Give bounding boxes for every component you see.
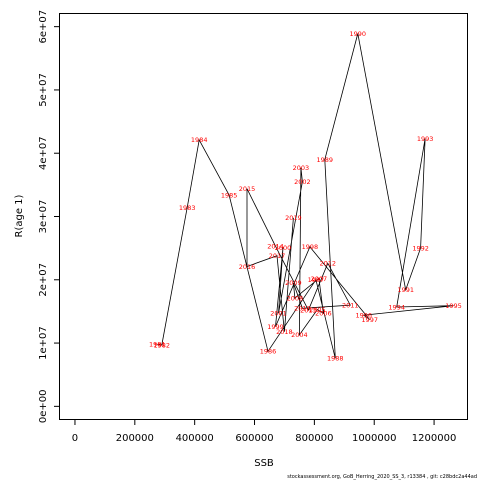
- point-label-1995: 1995: [445, 302, 462, 310]
- y-tick-label: 2e+07: [38, 263, 49, 297]
- point-label-2001: 2001: [270, 310, 287, 318]
- point-label-1997: 1997: [361, 316, 378, 324]
- point-label-2005: 2005: [309, 306, 326, 314]
- point-label-1981: 1981: [149, 341, 166, 349]
- point-label-1989: 1989: [317, 156, 334, 164]
- point-label-2002: 2002: [294, 178, 311, 186]
- x-tick-label: 1000000: [352, 433, 397, 444]
- point-label-2011: 2011: [342, 301, 359, 309]
- y-tick-label: 6e+07: [38, 10, 49, 44]
- point-label-1987: 1987: [308, 276, 325, 284]
- point-label-2017: 2017: [269, 252, 286, 260]
- x-tick-label: 0: [72, 433, 78, 444]
- point-label-2003: 2003: [293, 164, 310, 172]
- x-axis: 0 200000 400000 600000 800000 1000000 1200000: [72, 419, 457, 444]
- series-lines: [157, 33, 454, 359]
- point-label-2009: 2009: [285, 279, 302, 287]
- x-tick-label: 600000: [235, 433, 273, 444]
- point-label-2018: 2018: [276, 328, 293, 336]
- point-label-2010: 2010: [294, 305, 311, 313]
- point-label-1984: 1984: [191, 136, 208, 144]
- x-tick-label: 200000: [116, 433, 154, 444]
- point-label-1994: 1994: [388, 303, 405, 311]
- x-axis-title: SSB: [254, 458, 274, 469]
- point-label-1990: 1990: [350, 30, 367, 38]
- point-label-2014: 2014: [267, 243, 284, 251]
- y-tick-label: 3e+07: [38, 200, 49, 234]
- point-label-2007: 2007: [311, 275, 328, 283]
- x-tick-label: 800000: [295, 433, 333, 444]
- point-label-1996: 1996: [356, 312, 373, 320]
- y-tick-label: 0e+00: [38, 390, 49, 424]
- y-tick-label: 1e+07: [38, 326, 49, 360]
- point-label-1982: 1982: [154, 341, 171, 349]
- point-label-2012: 2012: [320, 260, 337, 268]
- point-label-1985: 1985: [221, 191, 238, 199]
- point-label-2015: 2015: [239, 185, 256, 193]
- point-label-2016: 2016: [239, 263, 256, 271]
- point-label-1999: 1999: [267, 323, 284, 331]
- sr-trajectory-line: [157, 33, 454, 359]
- point-label-1993: 1993: [417, 135, 434, 143]
- point-label-1983: 1983: [179, 204, 196, 212]
- y-tick-label: 4e+07: [38, 136, 49, 170]
- point-label-2019: 2019: [285, 214, 302, 222]
- point-label-1988: 1988: [327, 355, 344, 363]
- x-tick-label: 400000: [176, 433, 214, 444]
- point-label-2008: 2008: [287, 294, 304, 302]
- point-label-2004: 2004: [291, 331, 308, 339]
- y-axis-title: R(age 1): [14, 194, 25, 237]
- point-label-1991: 1991: [397, 286, 414, 294]
- point-label-1998: 1998: [302, 243, 319, 251]
- point-label-1992: 1992: [412, 244, 429, 252]
- y-axis: 0e+00 1e+07 2e+07 3e+07 4e+07 5e+07 6e+07: [38, 10, 60, 423]
- x-tick-label: 1200000: [412, 433, 457, 444]
- point-label-2000: 2000: [275, 244, 292, 252]
- point-label-1986: 1986: [260, 348, 277, 356]
- point-label-2013: 2013: [300, 307, 317, 315]
- point-label-2006: 2006: [315, 310, 332, 318]
- y-tick-label: 5e+07: [38, 73, 49, 107]
- footer-note: stockassessment.org, GoB_Herring_2020_SS…: [287, 474, 477, 480]
